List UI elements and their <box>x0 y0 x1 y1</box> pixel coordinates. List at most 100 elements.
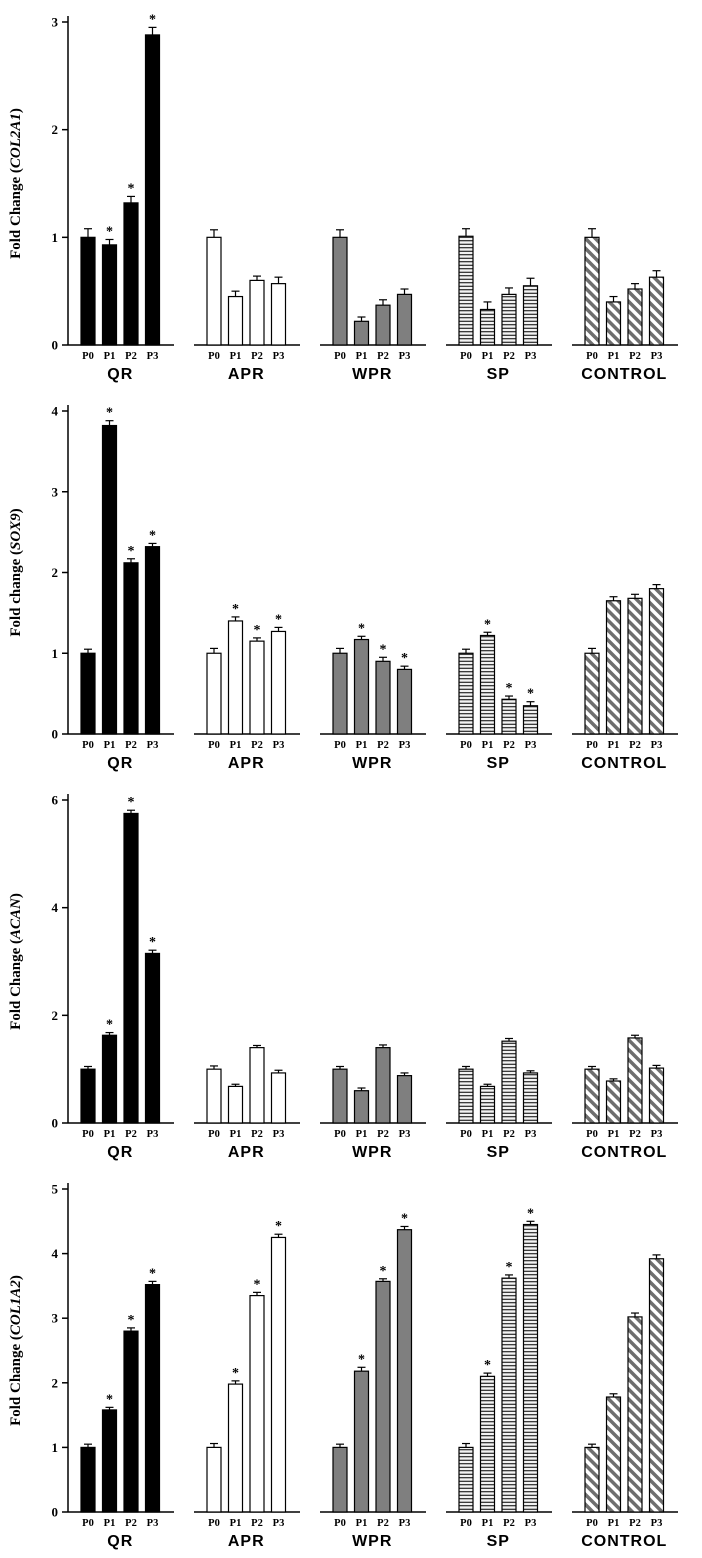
chart-acan: 0 2 4 6 Fold Change (ACAN) P0 * P1 * P2 * P3 QR P0 P1 P… <box>0 780 702 1169</box>
passage-label: P2 <box>125 1129 137 1140</box>
bar-QR-P2 <box>123 202 139 346</box>
y-tick-label: 0 <box>52 1505 59 1520</box>
passage-label: P0 <box>586 351 598 362</box>
passage-label: P1 <box>356 351 368 362</box>
bar-CONTROL-P1 <box>605 600 622 735</box>
significance-asterisk: * <box>275 612 282 627</box>
passage-label: P0 <box>460 1129 472 1140</box>
passage-label: P3 <box>273 1518 285 1529</box>
bar-WPR-P2 <box>375 660 391 735</box>
passage-label: P3 <box>399 1129 411 1140</box>
bar-SP-P2 <box>501 293 517 346</box>
bar-CONTROL-P3 <box>648 1067 665 1124</box>
bar-WPR-P3 <box>396 1229 413 1513</box>
bar-WPR-P3 <box>396 1075 413 1124</box>
significance-asterisk: * <box>106 224 113 239</box>
passage-label: P0 <box>82 1518 94 1529</box>
bar-APR-P0 <box>206 652 222 735</box>
bar-WPR-P2 <box>375 1280 391 1513</box>
passage-label: P0 <box>460 351 472 362</box>
passage-label: P2 <box>251 351 263 362</box>
group-label-WPR: WPR <box>352 1533 392 1550</box>
y-tick-label: 3 <box>52 15 59 30</box>
passage-label: P0 <box>586 1129 598 1140</box>
y-tick-label: 4 <box>52 900 59 915</box>
bar-APR-P3 <box>270 283 287 346</box>
passage-label: P1 <box>230 1129 242 1140</box>
bar-SP-P0 <box>458 1446 474 1513</box>
passage-label: P0 <box>460 1518 472 1529</box>
passage-label: P0 <box>334 740 346 751</box>
bar-WPR-P0 <box>332 1068 348 1124</box>
bar-CONTROL-P2 <box>627 1037 643 1124</box>
bar-QR-P1 <box>101 1034 118 1124</box>
y-tick-label: 3 <box>52 1311 59 1326</box>
y-tick-label: 0 <box>52 727 59 742</box>
bar-SP-P3 <box>522 705 539 735</box>
bar-WPR-P1 <box>353 1090 370 1124</box>
passage-label: P3 <box>525 1518 537 1529</box>
significance-asterisk: * <box>232 1366 239 1381</box>
bar-WPR-P3 <box>396 293 413 346</box>
bar-APR-P2 <box>249 279 265 346</box>
passage-label: P1 <box>482 351 494 362</box>
passage-label: P3 <box>147 1518 159 1529</box>
significance-asterisk: * <box>527 1206 534 1221</box>
passage-label: P0 <box>82 1129 94 1140</box>
bar-CONTROL-P0 <box>584 652 600 735</box>
significance-asterisk: * <box>149 935 156 950</box>
bar-CONTROL-P0 <box>584 1068 600 1124</box>
passage-label: P2 <box>503 1518 515 1529</box>
y-tick-label: 1 <box>52 1440 59 1455</box>
y-axis-title: Fold Change (COL1A2) <box>8 1275 24 1426</box>
group-label-CONTROL: CONTROL <box>581 366 667 383</box>
passage-label: P2 <box>629 1518 641 1529</box>
bar-SP-P0 <box>458 652 474 735</box>
bar-SP-P1 <box>479 1085 496 1124</box>
chart-svg-SOX9: 0 1 2 3 4 Fold change (SOX9) P0 * P1 * P2 * P3 QR P0 * P… <box>8 404 678 772</box>
significance-asterisk: * <box>128 795 135 810</box>
passage-label: P3 <box>273 351 285 362</box>
passage-label: P2 <box>629 740 641 751</box>
bar-QR-P2 <box>123 1330 139 1513</box>
passage-label: P0 <box>586 1518 598 1529</box>
bar-CONTROL-P2 <box>627 288 643 346</box>
y-tick-label: 1 <box>52 230 59 245</box>
bar-QR-P3 <box>144 1284 161 1513</box>
passage-label: P1 <box>482 740 494 751</box>
passage-label: P2 <box>125 740 137 751</box>
passage-label: P3 <box>147 351 159 362</box>
bar-CONTROL-P2 <box>627 597 643 735</box>
passage-label: P3 <box>525 1129 537 1140</box>
passage-label: P2 <box>629 351 641 362</box>
passage-label: P0 <box>82 351 94 362</box>
passage-label: P1 <box>608 740 620 751</box>
bar-QR-P3 <box>144 546 161 735</box>
bar-APR-P1 <box>227 1383 244 1513</box>
y-tick-label: 2 <box>52 122 59 137</box>
passage-label: P1 <box>608 351 620 362</box>
passage-label: P1 <box>104 1518 116 1529</box>
passage-label: P3 <box>651 1129 663 1140</box>
passage-label: P3 <box>147 1129 159 1140</box>
bar-QR-P1 <box>101 1409 118 1513</box>
passage-label: P3 <box>147 740 159 751</box>
significance-asterisk: * <box>106 1018 113 1033</box>
group-label-QR: QR <box>107 1144 133 1161</box>
bar-SP-P1 <box>479 308 496 346</box>
bar-QR-P0 <box>80 236 96 346</box>
passage-label: P1 <box>104 351 116 362</box>
bar-WPR-P2 <box>375 1047 391 1124</box>
bar-WPR-P1 <box>353 638 370 735</box>
bar-QR-P2 <box>123 562 139 735</box>
group-label-SP: SP <box>487 755 510 772</box>
passage-label: P2 <box>629 1129 641 1140</box>
bar-CONTROL-P3 <box>648 1258 665 1513</box>
significance-asterisk: * <box>106 406 113 421</box>
y-tick-label: 0 <box>52 1116 59 1131</box>
bar-APR-P2 <box>249 1047 265 1124</box>
bar-QR-P1 <box>101 424 118 735</box>
significance-asterisk: * <box>401 651 408 666</box>
significance-asterisk: * <box>484 617 491 632</box>
passage-label: P1 <box>608 1518 620 1529</box>
